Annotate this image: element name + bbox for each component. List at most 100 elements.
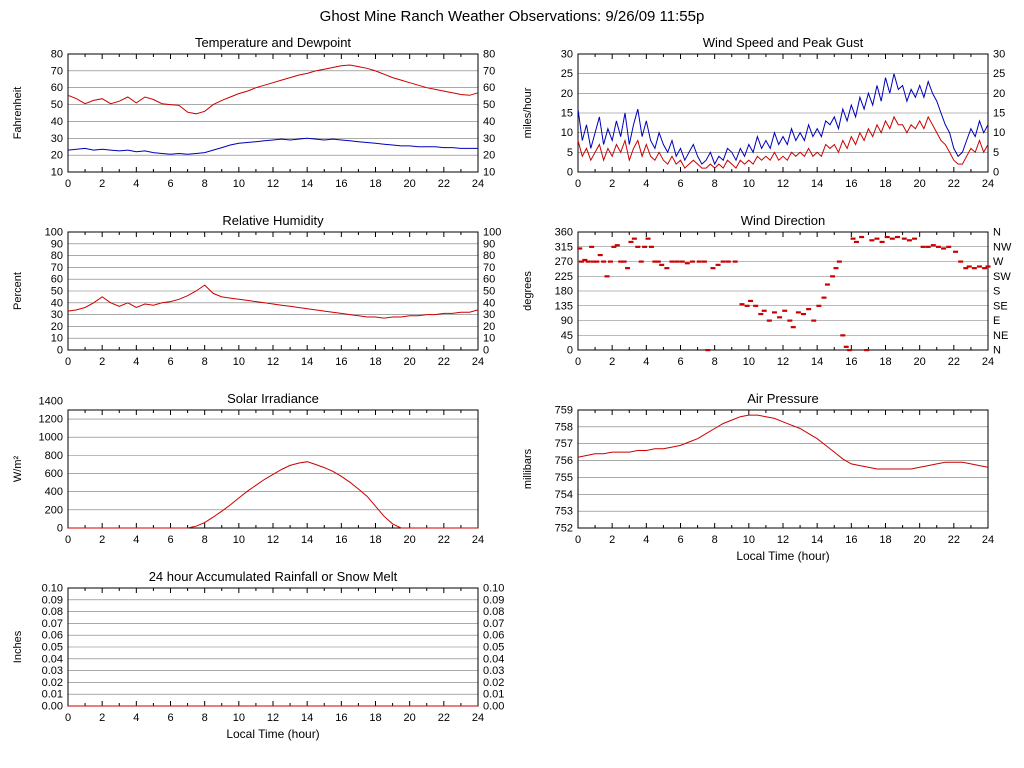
svg-text:8: 8	[712, 356, 718, 368]
svg-text:NW: NW	[993, 241, 1012, 253]
svg-text:0: 0	[567, 345, 573, 357]
svg-text:0.04: 0.04	[483, 653, 504, 665]
page-title: Ghost Mine Ranch Weather Observations: 9…	[319, 8, 705, 25]
svg-text:2: 2	[609, 534, 615, 546]
svg-text:0.03: 0.03	[42, 665, 63, 677]
svg-text:2: 2	[99, 534, 105, 546]
svg-text:Local Time (hour): Local Time (hour)	[736, 549, 829, 563]
svg-text:16: 16	[335, 712, 347, 724]
svg-text:756: 756	[555, 455, 573, 467]
svg-text:0.07: 0.07	[483, 618, 504, 630]
svg-text:12: 12	[777, 356, 789, 368]
svg-text:0: 0	[65, 534, 71, 546]
svg-text:24: 24	[472, 178, 484, 190]
svg-text:20: 20	[404, 356, 416, 368]
svg-text:Local Time (hour): Local Time (hour)	[226, 727, 319, 741]
svg-text:315: 315	[555, 241, 573, 253]
svg-text:0: 0	[567, 167, 573, 179]
svg-text:20: 20	[404, 534, 416, 546]
svg-text:14: 14	[301, 178, 313, 190]
svg-text:SW: SW	[993, 271, 1011, 283]
chart-wind-speed-gust: Wind Speed and Peak Gust 0 0 5 5 10 10 15 15 20 20…	[518, 34, 1018, 210]
svg-text:Wind Speed and Peak Gust: Wind Speed and Peak Gust	[703, 35, 864, 50]
svg-text:0.07: 0.07	[42, 618, 63, 630]
svg-text:6: 6	[167, 356, 173, 368]
svg-text:70: 70	[483, 262, 495, 274]
svg-text:5: 5	[567, 147, 573, 159]
svg-text:Air Pressure: Air Pressure	[747, 391, 819, 406]
svg-text:0: 0	[57, 345, 63, 357]
svg-text:1200: 1200	[39, 414, 63, 426]
svg-text:0.10: 0.10	[42, 583, 63, 595]
svg-text:10: 10	[483, 333, 495, 345]
svg-text:80: 80	[51, 49, 63, 61]
svg-text:18: 18	[369, 534, 381, 546]
svg-text:8: 8	[202, 534, 208, 546]
svg-text:40: 40	[483, 116, 495, 128]
svg-text:20: 20	[51, 321, 63, 333]
svg-text:200: 200	[45, 504, 63, 516]
svg-text:80: 80	[483, 49, 495, 61]
svg-text:40: 40	[51, 297, 63, 309]
svg-text:20: 20	[483, 321, 495, 333]
svg-text:0.06: 0.06	[42, 630, 63, 642]
svg-text:0.09: 0.09	[483, 594, 504, 606]
svg-text:14: 14	[811, 534, 823, 546]
svg-text:8: 8	[202, 356, 208, 368]
svg-text:NE: NE	[993, 330, 1008, 342]
svg-text:100: 100	[483, 227, 501, 239]
svg-text:8: 8	[202, 712, 208, 724]
svg-text:4: 4	[133, 356, 139, 368]
solar-irradiance-chart: Solar Irradiance020040060080010001200140…	[12, 391, 484, 546]
svg-text:W/m²: W/m²	[12, 456, 24, 483]
svg-text:15: 15	[993, 108, 1005, 120]
svg-text:14: 14	[811, 356, 823, 368]
svg-text:4: 4	[133, 712, 139, 724]
svg-text:30: 30	[51, 133, 63, 145]
svg-text:40: 40	[51, 116, 63, 128]
svg-text:Solar Irradiance: Solar Irradiance	[227, 391, 319, 406]
svg-text:0.00: 0.00	[483, 701, 504, 713]
svg-text:12: 12	[267, 534, 279, 546]
svg-text:16: 16	[845, 534, 857, 546]
svg-text:24: 24	[982, 178, 994, 190]
rainfall-chart: 24 hour Accumulated Rainfall or Snow Mel…	[12, 569, 504, 741]
svg-text:0.06: 0.06	[483, 630, 504, 642]
svg-text:759: 759	[555, 405, 573, 417]
svg-text:12: 12	[777, 534, 789, 546]
svg-text:0.09: 0.09	[42, 594, 63, 606]
svg-text:600: 600	[45, 468, 63, 480]
svg-text:400: 400	[45, 486, 63, 498]
svg-text:Inches: Inches	[12, 630, 24, 663]
svg-text:4: 4	[643, 356, 649, 368]
svg-text:2: 2	[609, 178, 615, 190]
chart-rainfall: 24 hour Accumulated Rainfall or Snow Mel…	[8, 568, 508, 744]
svg-text:360: 360	[555, 227, 573, 239]
svg-text:0.04: 0.04	[42, 653, 63, 665]
svg-text:15: 15	[561, 108, 573, 120]
svg-text:0: 0	[57, 523, 63, 535]
svg-text:W: W	[993, 256, 1004, 268]
chart-wind-direction: Wind Direction 0 N 45 NE 90 E 135 SE 180 S 225 SW 270…	[518, 212, 1018, 388]
svg-text:20: 20	[914, 178, 926, 190]
svg-text:10: 10	[51, 167, 63, 179]
chart-solar-irradiance: Solar Irradiance 0 200 400 600 800 1000 1200 140…	[8, 390, 508, 566]
svg-text:18: 18	[879, 534, 891, 546]
svg-text:22: 22	[438, 712, 450, 724]
svg-text:30: 30	[993, 49, 1005, 61]
svg-text:30: 30	[51, 309, 63, 321]
svg-text:10: 10	[233, 712, 245, 724]
svg-text:0: 0	[575, 178, 581, 190]
svg-text:16: 16	[335, 534, 347, 546]
svg-text:70: 70	[51, 65, 63, 77]
svg-text:225: 225	[555, 271, 573, 283]
svg-text:16: 16	[845, 356, 857, 368]
svg-text:2: 2	[99, 356, 105, 368]
svg-text:20: 20	[993, 88, 1005, 100]
svg-text:755: 755	[555, 472, 573, 484]
svg-text:0: 0	[483, 345, 489, 357]
svg-text:8: 8	[202, 178, 208, 190]
svg-text:10: 10	[233, 178, 245, 190]
